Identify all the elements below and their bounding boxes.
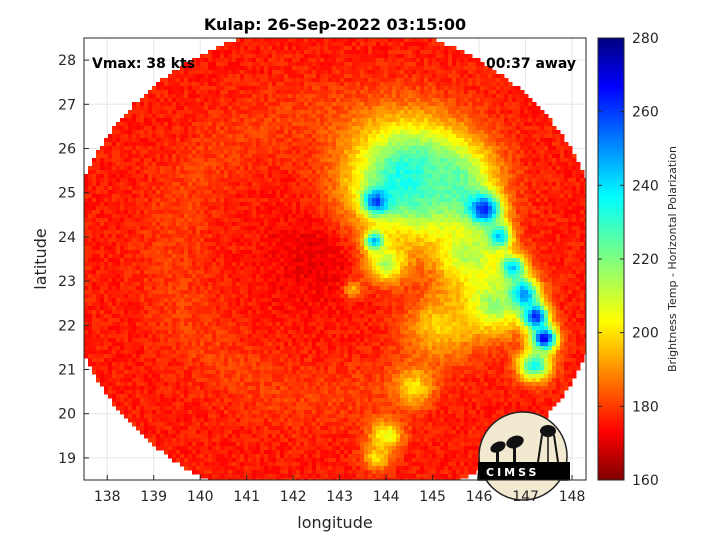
x-axis-label: longitude [297, 513, 372, 532]
time-away-annotation: 00:37 away [486, 56, 576, 72]
colorbar-tick-label: 180 [632, 399, 659, 415]
x-tick-label: 146 [466, 489, 493, 505]
cimss-logo: CIMSS [477, 411, 570, 501]
x-tick-label: 147 [512, 489, 539, 505]
logo-text: CIMSS [486, 466, 539, 479]
y-tick-label: 20 [58, 407, 76, 423]
logo-banner [478, 462, 570, 480]
y-tick-label: 25 [58, 186, 76, 202]
y-tick-label: 23 [58, 274, 76, 290]
x-tick-label: 145 [419, 489, 446, 505]
y-axis-label: latitude [31, 228, 50, 289]
y-tick-label: 22 [58, 318, 76, 334]
x-tick-label: 142 [280, 489, 307, 505]
y-tick-label: 19 [58, 451, 76, 467]
x-tick-label: 144 [373, 489, 400, 505]
water-tower-icon [540, 425, 556, 437]
chart-title: Kulap: 26-Sep-2022 03:15:00 [204, 15, 466, 34]
x-tick-label: 139 [140, 489, 167, 505]
x-tick-label: 140 [187, 489, 214, 505]
colorbar-tick-label: 280 [632, 31, 659, 47]
colorbar-tick-label: 260 [632, 105, 659, 121]
y-axis: 19 20 21 22 23 24 25 26 27 28 [58, 53, 89, 467]
x-tick-label: 148 [559, 489, 586, 505]
y-tick-label: 27 [58, 97, 76, 113]
y-tick-label: 24 [58, 230, 76, 246]
colorbar-tick-label: 240 [632, 178, 659, 194]
colorbar-label: Brightness Temp - Horizontal Polarizatio… [666, 146, 679, 372]
x-axis: 138 139 140 141 142 143 144 145 146 147 148 [94, 475, 586, 505]
x-tick-label: 143 [326, 489, 353, 505]
axes-frame [83, 37, 587, 481]
x-tick-label: 141 [233, 489, 260, 505]
y-tick-label: 21 [58, 363, 76, 379]
colorbar-tick-label: 160 [632, 473, 659, 489]
y-tick-label: 28 [58, 53, 76, 69]
colorbar [597, 37, 625, 481]
satellite-dish-icon [490, 441, 506, 453]
x-tick-label: 138 [94, 489, 121, 505]
y-tick-label: 26 [58, 142, 76, 158]
colorbar-ticks: 160 180 200 220 240 260 280 [598, 31, 659, 489]
colorbar-tick-label: 200 [632, 326, 659, 342]
vmax-annotation: Vmax: 38 kts [92, 56, 195, 72]
colorbar-tick-label: 220 [632, 252, 659, 268]
